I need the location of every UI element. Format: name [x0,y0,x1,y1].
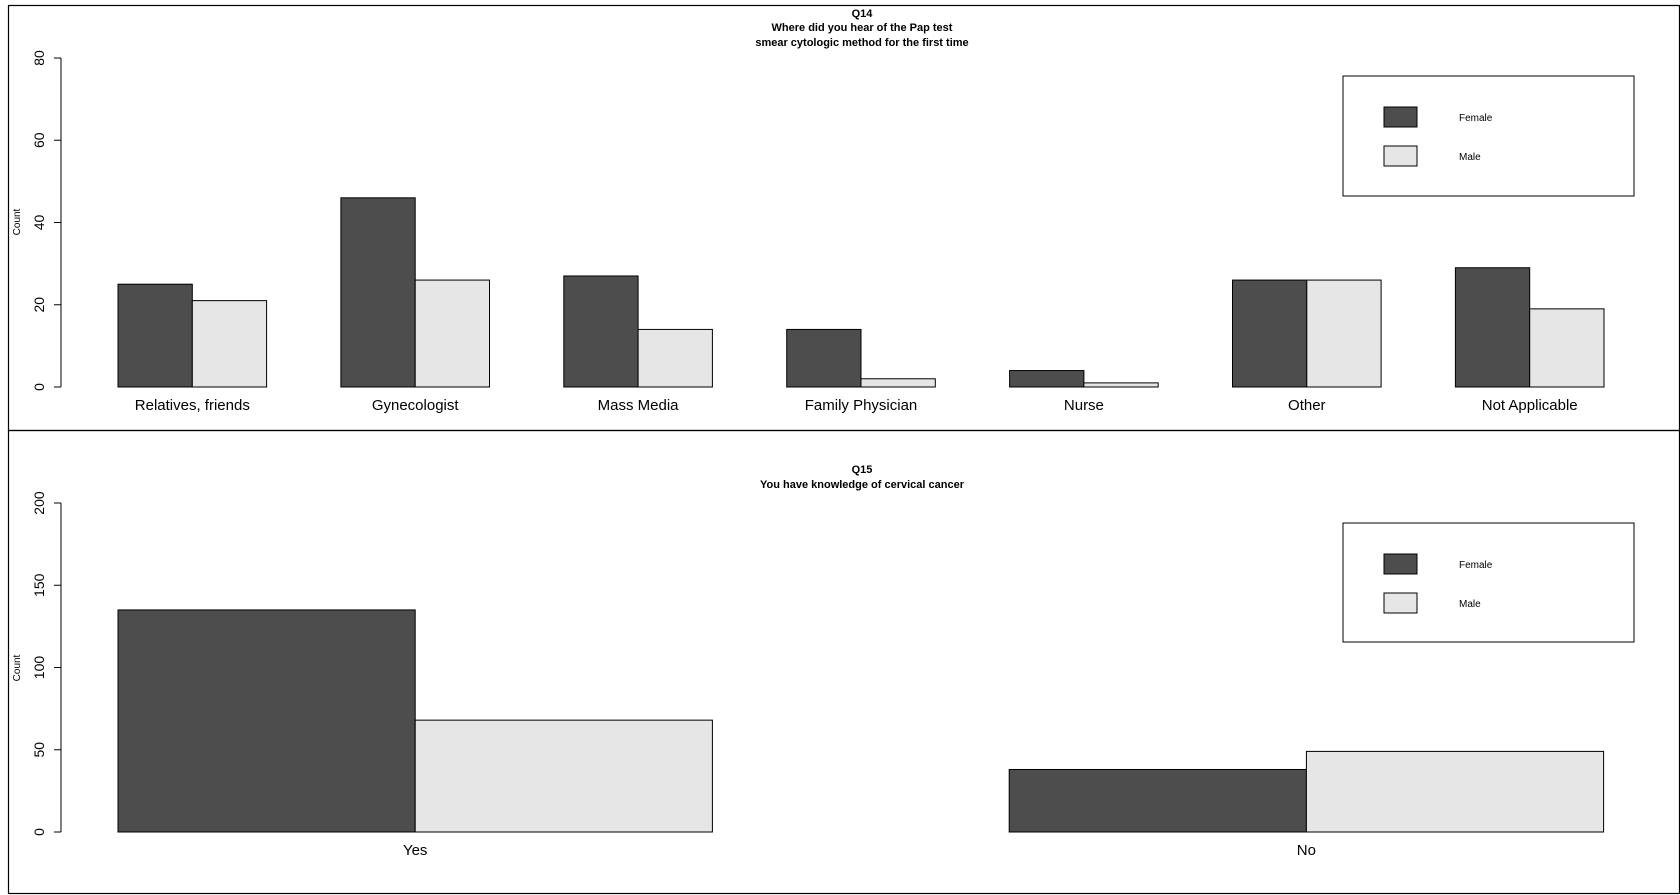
legend-swatch-female [1383,106,1418,128]
category-label: Gynecologist [372,397,460,414]
y-axis-label: Count [12,654,23,681]
chart-title-line: Q15 [852,464,873,476]
y-axis-label: Count [12,208,23,235]
y-tick-label: 20 [31,297,47,313]
legend-swatch-female [1383,553,1418,575]
bar-male [1306,279,1382,388]
category-label: Not Applicable [1482,397,1578,414]
y-tick-label: 0 [31,828,47,836]
bar-female [1454,267,1531,388]
y-tick-label: 100 [31,656,47,680]
bar-male [414,719,713,833]
chart-title-line: smear cytologic method for the first tim… [755,37,968,49]
chart-title-line: You have knowledge of cervical cancer [760,479,965,491]
bar-male [637,328,713,388]
legend-label-female: Female [1459,113,1493,124]
legend-label-male: Male [1459,152,1481,163]
bar-female [786,328,862,388]
legend-label-male: Male [1459,599,1481,610]
bar-female [340,197,416,388]
category-label: No [1297,842,1316,859]
bar-male [1305,750,1605,833]
category-label: Yes [403,842,427,859]
category-label: Other [1288,397,1326,414]
chart-q15: Q15 You have knowledge of cervical cancer… [12,464,1635,859]
bar-female [1009,370,1085,388]
y-tick-label: 0 [31,383,47,391]
category-label: Nurse [1064,397,1104,414]
chart-title-line: Where did you hear of the Pap test [772,22,953,34]
y-tick-label: 80 [31,50,47,66]
legend-swatch-male [1383,145,1418,167]
bar-male [414,279,491,388]
category-label: Mass Media [598,397,680,414]
bar-male [1083,382,1159,388]
bar-male [191,300,268,388]
bar-female [563,275,639,388]
bar-male [1529,308,1605,388]
legend-box [1342,522,1635,643]
category-label: Family Physician [805,397,918,414]
y-tick-label: 150 [31,573,47,597]
y-tick-label: 50 [31,742,47,758]
bar-male [860,378,936,388]
y-tick-label: 40 [31,215,47,231]
legend-label-female: Female [1459,560,1493,571]
bar-female [1232,279,1308,388]
legend-swatch-male [1383,592,1418,614]
legend-box [1342,75,1635,197]
category-label: Relatives, friends [135,397,250,414]
y-tick-label: 200 [31,491,47,515]
bar-female [1008,768,1307,833]
chart-title-line: Q14 [852,8,874,20]
y-tick-label: 60 [31,132,47,148]
chart-q14: Q14 Where did you hear of the Pap test sme… [12,8,1635,414]
bar-female [117,609,416,833]
bar-female [117,283,193,388]
